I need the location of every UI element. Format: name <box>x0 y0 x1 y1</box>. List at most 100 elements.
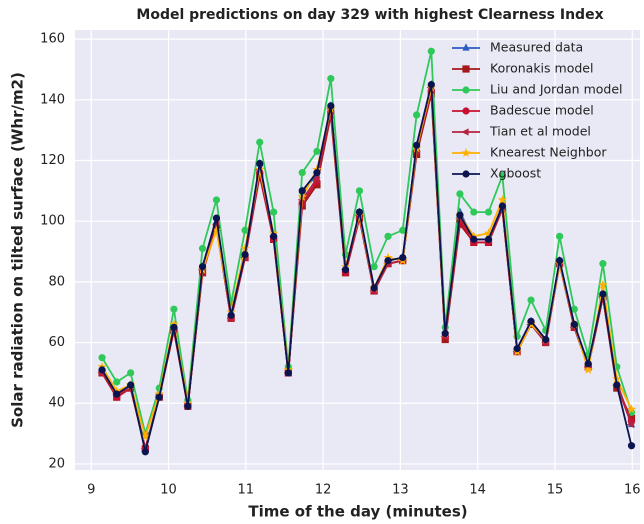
marker <box>527 296 535 304</box>
marker <box>355 187 364 195</box>
marker <box>184 402 192 410</box>
marker <box>170 305 178 313</box>
y-tick-label: 80 <box>48 274 65 289</box>
series-line <box>101 84 633 453</box>
marker <box>441 329 449 338</box>
x-tick-label: 10 <box>160 483 177 498</box>
marker <box>256 138 264 146</box>
marker <box>462 65 470 73</box>
marker <box>613 381 621 389</box>
marker <box>298 169 306 177</box>
legend-label: Knearest Neighbor <box>490 145 607 160</box>
marker <box>427 81 435 89</box>
marker <box>570 305 578 313</box>
x-tick-label: 9 <box>87 483 95 498</box>
marker <box>384 232 392 240</box>
marker <box>599 260 607 268</box>
legend: Measured data Koronakis model Liu and Jord… <box>452 40 623 181</box>
marker <box>212 196 221 204</box>
marker <box>461 128 469 136</box>
marker <box>462 43 470 51</box>
marker <box>241 250 249 259</box>
marker <box>456 211 464 219</box>
marker <box>513 345 521 353</box>
marker <box>241 226 249 234</box>
marker <box>170 323 178 331</box>
x-tick-label: 12 <box>315 483 332 498</box>
legend-label: Tian et al model <box>489 124 591 139</box>
marker <box>212 214 221 222</box>
marker <box>113 378 121 386</box>
marker <box>462 86 470 94</box>
marker <box>626 404 637 414</box>
marker <box>113 390 121 398</box>
marker <box>141 448 149 456</box>
marker <box>456 190 464 198</box>
x-tick-label: 14 <box>469 483 486 498</box>
x-tick-label: 11 <box>238 483 255 498</box>
marker <box>461 148 471 157</box>
marker <box>270 208 278 216</box>
marker <box>255 164 265 174</box>
y-tick-label: 140 <box>40 92 65 107</box>
marker <box>240 243 250 253</box>
marker <box>527 317 535 325</box>
marker <box>399 226 407 234</box>
marker <box>584 360 592 368</box>
chart-title: Model predictions on day 329 with highes… <box>136 7 603 23</box>
marker <box>427 47 435 55</box>
x-axis-label: Time of the day (minutes) <box>248 503 467 521</box>
marker <box>497 194 508 204</box>
marker <box>583 364 593 374</box>
marker <box>599 290 607 298</box>
marker <box>127 369 135 377</box>
marker <box>370 284 378 292</box>
marker <box>355 208 364 216</box>
legend-label: Badescue model <box>490 103 594 118</box>
marker <box>384 257 392 265</box>
marker <box>612 374 622 383</box>
legend-label: Measured data <box>490 40 583 55</box>
marker <box>127 381 135 389</box>
marker <box>341 266 350 274</box>
y-axis-label: Solar radiation on tilted surface (Whr/m… <box>9 72 27 428</box>
marker <box>570 320 578 328</box>
legend-label: Koronakis model <box>490 61 593 76</box>
y-tick-label: 100 <box>40 214 65 229</box>
marker <box>370 263 378 271</box>
marker <box>327 102 335 110</box>
marker <box>413 111 421 119</box>
marker <box>542 335 550 344</box>
x-tick-label: 13 <box>392 483 409 498</box>
marker <box>155 393 163 401</box>
marker <box>626 420 635 429</box>
marker <box>313 169 321 177</box>
marker <box>470 235 478 243</box>
marker <box>470 208 478 216</box>
y-tick-label: 20 <box>48 456 65 471</box>
marker <box>140 431 151 441</box>
plot-background <box>75 30 640 470</box>
marker <box>556 232 564 240</box>
marker <box>498 172 507 180</box>
y-tick-label: 60 <box>48 335 65 350</box>
x-tick-label: 15 <box>547 483 564 498</box>
marker <box>270 232 278 240</box>
marker <box>98 366 106 374</box>
marker <box>284 369 292 377</box>
legend-label: Liu and Jordan model <box>490 82 623 97</box>
marker <box>256 159 264 168</box>
marker <box>462 170 470 178</box>
marker <box>598 279 608 289</box>
y-tick-label: 40 <box>48 396 65 411</box>
marker <box>313 147 321 155</box>
series <box>98 81 636 456</box>
marker <box>627 442 636 450</box>
marker <box>399 253 407 262</box>
x-tick-label: 16 <box>624 483 641 498</box>
marker <box>327 74 335 83</box>
marker <box>198 244 207 253</box>
marker <box>413 141 421 149</box>
